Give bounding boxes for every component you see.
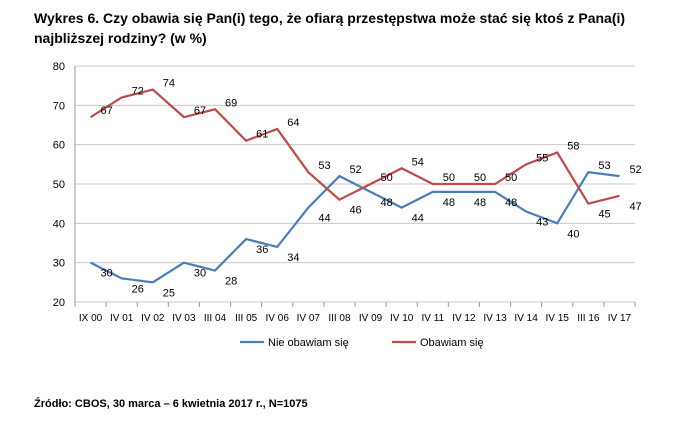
data-label: 36 <box>256 244 268 256</box>
legend-label: Obawiam się <box>420 337 484 349</box>
x-tick-label: IV 02 <box>141 313 165 324</box>
data-label: 53 <box>598 160 610 172</box>
y-tick-label: 60 <box>53 140 65 152</box>
x-tick-label: III 16 <box>577 313 600 324</box>
x-tick-label: III 05 <box>235 313 258 324</box>
legend-label: Nie obawiam się <box>268 337 349 349</box>
data-label: 48 <box>474 197 486 209</box>
x-tick-label: IV 17 <box>608 313 632 324</box>
x-tick-label: IV 11 <box>421 313 444 324</box>
data-label: 26 <box>132 283 144 295</box>
x-tick-label: IV 07 <box>297 313 321 324</box>
data-label: 53 <box>318 160 330 172</box>
x-tick-label: IV 01 <box>110 313 134 324</box>
x-tick-label: IV 13 <box>483 313 507 324</box>
y-tick-label: 70 <box>53 100 65 112</box>
data-label: 52 <box>629 164 641 176</box>
chart-title: Wykres 6. Czy obawia się Pan(i) tego, że… <box>34 10 626 46</box>
x-tick-label: IV 12 <box>452 313 476 324</box>
data-label: 25 <box>163 287 175 299</box>
x-tick-label: IX 00 <box>79 313 103 324</box>
data-label: 28 <box>225 276 237 288</box>
data-label: 44 <box>412 213 424 225</box>
y-tick-label: 30 <box>53 258 65 270</box>
y-tick-label: 20 <box>53 297 65 309</box>
data-label: 61 <box>256 129 268 141</box>
source-note: Źródło: CBOS, 30 marca – 6 kwietnia 2017… <box>34 398 308 410</box>
series-line-obawiam <box>89 88 620 205</box>
data-label: 72 <box>132 85 144 97</box>
x-tick-label: IV 03 <box>172 313 196 324</box>
data-label: 50 <box>505 172 517 184</box>
data-label: 67 <box>194 105 206 117</box>
data-label: 48 <box>505 197 517 209</box>
x-tick-label: III 04 <box>204 313 227 324</box>
data-label: 43 <box>536 217 548 229</box>
x-tick-label: IV 09 <box>359 313 383 324</box>
data-label: 50 <box>443 172 455 184</box>
data-label: 64 <box>287 117 299 129</box>
x-tick-label: III 08 <box>328 313 351 324</box>
data-label: 44 <box>318 213 330 225</box>
data-label: 55 <box>536 152 548 164</box>
data-label: 30 <box>194 268 206 280</box>
data-label: 74 <box>163 78 175 90</box>
data-label: 48 <box>443 197 455 209</box>
data-label: 34 <box>287 252 299 264</box>
data-label: 45 <box>598 209 610 221</box>
data-label: 40 <box>567 228 579 240</box>
x-tick-label: IV 14 <box>514 313 538 324</box>
data-label: 30 <box>101 268 113 280</box>
data-label: 67 <box>101 105 113 117</box>
x-tick-label: IV 15 <box>546 313 570 324</box>
data-label: 69 <box>225 97 237 109</box>
data-label: 48 <box>381 197 393 209</box>
data-label: 52 <box>349 164 361 176</box>
data-label: 46 <box>349 205 361 217</box>
y-tick-label: 50 <box>53 179 65 191</box>
x-tick-label: IV 06 <box>266 313 290 324</box>
data-label: 47 <box>629 201 641 213</box>
data-label: 50 <box>381 172 393 184</box>
y-tick-label: 40 <box>53 218 65 230</box>
data-label: 58 <box>567 141 579 153</box>
y-tick-label: 80 <box>53 61 65 73</box>
data-label: 54 <box>412 156 424 168</box>
x-tick-label: IV 10 <box>390 313 414 324</box>
series-line-nie-obawiam <box>90 171 620 284</box>
data-label: 50 <box>474 172 486 184</box>
